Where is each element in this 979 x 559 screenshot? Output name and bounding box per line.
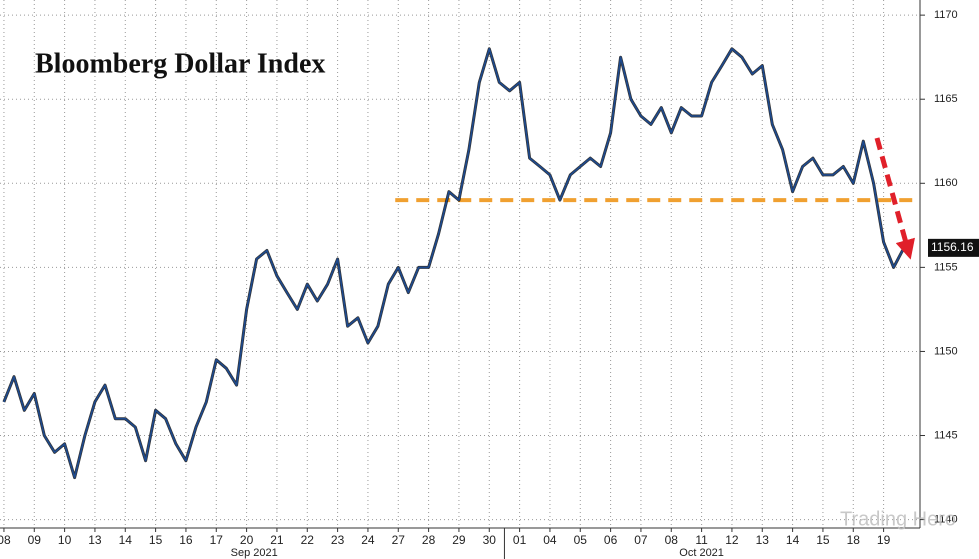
y-tick-label: 1165 [934,93,958,105]
last-value-label: 1156.16 [931,240,974,254]
x-tick-label: 15 [816,533,830,547]
y-tick-label: 1155 [934,261,958,273]
x-tick-label: 08 [665,533,679,547]
x-tick-label: 07 [634,533,648,547]
x-tick-label: 08 [0,533,11,547]
y-tick-label: 1145 [934,429,958,441]
x-tick-label: 15 [149,533,163,547]
watermark: Trading Hero [840,508,956,530]
x-group-label: Oct 2021 [679,547,724,559]
last-value-box [928,238,979,257]
x-tick-label: 21 [270,533,284,547]
x-tick-label: 23 [331,533,345,547]
x-tick-label: 28 [422,533,436,547]
x-tick-label: 16 [179,533,193,547]
x-tick-label: 11 [695,533,708,547]
x-group-label: Sep 2021 [231,547,278,559]
y-tick-label: 1140 [934,513,958,525]
x-tick-label: 13 [756,533,770,547]
x-tick-label: 27 [392,533,406,547]
y-tick-label: 1170 [934,9,958,21]
x-tick-label: 13 [88,533,102,547]
line [3,48,905,479]
arrow [874,137,915,260]
x-tick-label: 30 [483,533,497,547]
x-tick-label: 09 [28,533,42,547]
x-tick-label: 14 [786,533,800,547]
x-tick-label: 17 [210,533,224,547]
x-tick-label: 29 [452,533,466,547]
x-tick-label: 14 [119,533,133,547]
x-tick-label: 10 [58,533,72,547]
x-tick-label: 04 [543,533,557,547]
y-tick-label: 1160 [934,177,958,189]
x-tick-label: 05 [574,533,588,547]
chart-title: Bloomberg Dollar Index [35,48,325,79]
x-tick-label: 19 [877,533,891,547]
x-tick-label: 01 [513,533,527,547]
x-tick-label: 18 [847,533,861,547]
x-tick-label: 12 [725,533,739,547]
x-tick-label: 24 [361,533,375,547]
x-tick-label: 22 [301,533,315,547]
x-tick-label: 06 [604,533,618,547]
x-tick-label: 20 [240,533,254,547]
y-tick-label: 1150 [934,345,958,357]
